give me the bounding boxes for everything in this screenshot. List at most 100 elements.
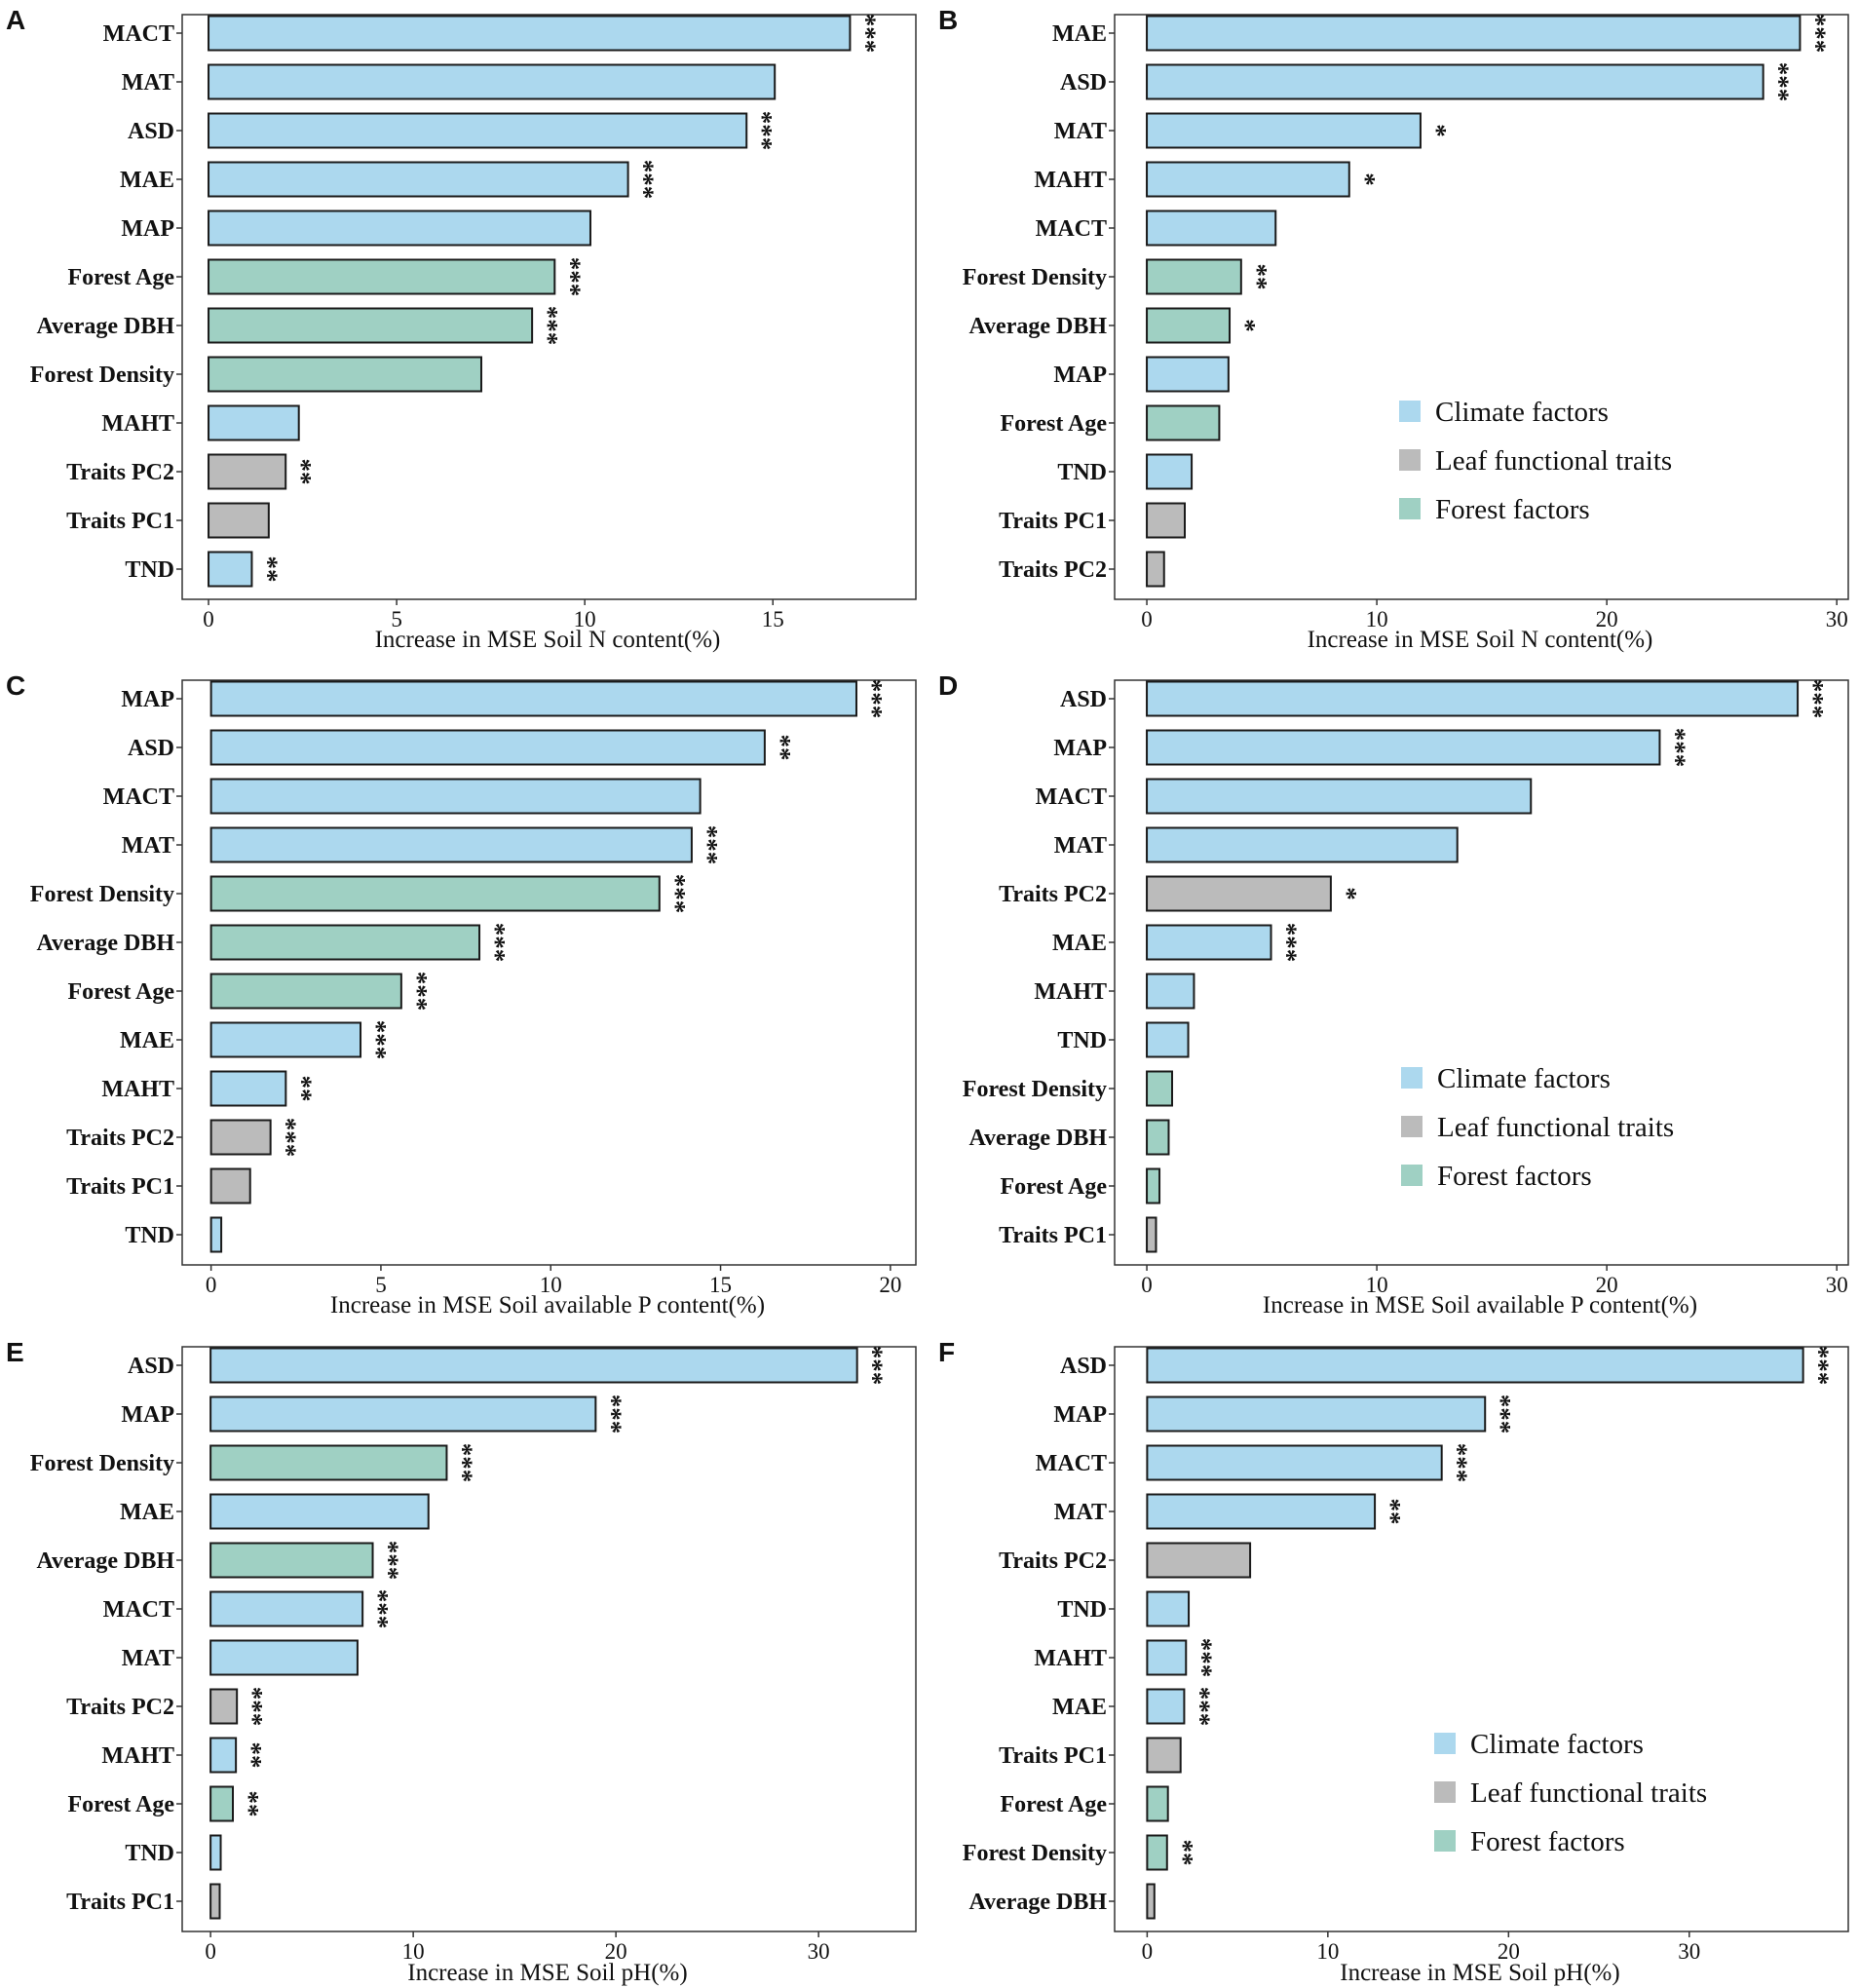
significance-label: ** [238,1742,267,1769]
x-tick-label: 0 [1142,1939,1154,1964]
bar [208,307,534,344]
x-tick-label: 10 [1366,1273,1388,1297]
legend-swatch [1401,1116,1423,1137]
x-axis-title: Increase in MSE Soil available P content… [1263,1292,1697,1319]
legend-swatch [1399,498,1421,519]
significance-label: *** [1273,923,1303,963]
category-label: Traits PC1 [999,1223,1107,1248]
category-label: TND [1057,1597,1107,1623]
category-label: Traits PC2 [66,1695,174,1720]
category-label: ASD [1060,70,1107,96]
category-label: MAP [121,687,174,712]
x-tick-label: 20 [1596,1273,1618,1297]
plot-frame [181,679,917,1266]
category-label: Forest Age [67,1792,174,1817]
significance-label: * [1333,887,1362,900]
category-label: MAT [122,833,174,859]
category-label: MAT [1054,833,1107,859]
bar [1146,1590,1191,1627]
bar [209,1737,238,1774]
bar [1146,1216,1157,1253]
panel-f: F Increase in MSE Soil pH(%) 0 10 20 30 ASD *… [938,1337,1849,1986]
legend-label: Climate factors [1437,1063,1611,1094]
category-label: MAE [120,168,174,193]
panel-letter: E [6,1337,24,1367]
category-label: Forest Age [1000,411,1107,437]
significance-label: *** [1487,1395,1516,1434]
category-label: TND [1057,460,1107,485]
x-tick-label: 0 [206,1273,217,1297]
bar [1146,210,1277,247]
bar [1146,1639,1188,1676]
bar [1146,778,1533,815]
bar [1146,1395,1487,1433]
panel-letter: C [6,670,25,701]
bar [1146,1688,1186,1725]
x-tick-label: 20 [605,1939,627,1964]
bar [208,404,300,441]
x-tick-label: 0 [1141,607,1153,631]
significance-label: *** [375,1541,404,1581]
bar [1146,1119,1170,1156]
plot-frame [181,1346,917,1932]
significance-label: *** [1444,1443,1473,1483]
legend-label: Forest factors [1470,1826,1625,1857]
significance-label: *** [448,1443,477,1483]
category-label: MAHT [1034,168,1107,193]
category-label: Traits PC1 [999,1743,1107,1769]
panel-d: D Increase in MSE Soil available P conte… [938,670,1849,1319]
significance-label: *** [364,1589,394,1629]
x-tick-label: 10 [540,1273,562,1297]
legend-swatch [1434,1830,1456,1852]
category-label: Average DBH [36,1548,174,1574]
category-label: MAHT [1034,979,1107,1005]
x-tick-label: 10 [574,607,596,631]
category-label: Traits PC1 [66,1890,174,1915]
bar [209,1216,223,1253]
significance-label: *** [481,923,511,963]
bar [208,210,591,247]
bar [208,161,629,198]
category-label: Traits PC2 [66,1126,174,1151]
significance-label: *** [1800,679,1829,719]
x-axis-title: Increase in MSE Soil pH(%) [407,1960,687,1986]
category-label: MACT [103,1597,174,1623]
panel-letter: F [938,1337,955,1367]
bar [208,112,748,149]
significance-label: *** [852,14,881,54]
category-label: Forest Density [963,1077,1107,1102]
bar [1146,1834,1168,1871]
category-label: Average DBH [36,931,174,956]
legend-swatch [1434,1781,1456,1803]
bar [1146,1444,1443,1481]
x-tick-label: 10 [402,1939,425,1964]
bar [209,1493,430,1530]
category-label: Traits PC2 [999,557,1107,583]
bar [209,1883,221,1920]
panel-e: E Increase in MSE Soil pH(%) 0 10 20 30 ASD *… [6,1337,917,1986]
category-label: Forest Age [1000,1174,1107,1200]
bar [209,1167,251,1204]
x-axis-title: Increase in MSE Soil pH(%) [1340,1960,1619,1986]
bar [209,1590,364,1627]
category-label: Traits PC1 [66,509,174,534]
bar [209,1395,597,1433]
x-tick-label: 30 [1826,607,1848,631]
significance-label: * [1351,172,1381,186]
bar [1146,356,1230,393]
category-label: ASD [128,736,174,761]
bar [208,15,852,52]
bar [1146,1785,1169,1822]
category-label: MAHT [101,411,174,437]
significance-label: *** [748,111,778,151]
bar [1146,1493,1377,1530]
bar [1146,1347,1804,1384]
bar [1146,1070,1174,1107]
bar [208,258,556,295]
bar [1146,680,1800,717]
category-label: MACT [1036,784,1107,810]
x-tick-label: 5 [391,607,402,631]
legend-label: Climate factors [1435,397,1609,428]
bar [209,1688,239,1725]
significance-label: *** [597,1395,626,1434]
